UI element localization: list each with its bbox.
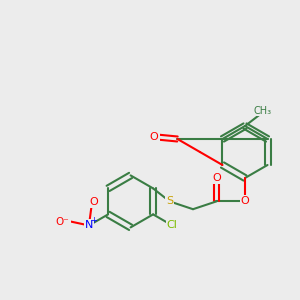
- Text: O⁻: O⁻: [56, 217, 70, 226]
- Text: +: +: [91, 216, 98, 225]
- Text: O: O: [150, 132, 158, 142]
- Text: O: O: [212, 173, 221, 183]
- Text: CH₃: CH₃: [254, 106, 272, 116]
- Text: Cl: Cl: [167, 220, 178, 230]
- Text: N: N: [85, 220, 93, 230]
- Text: S: S: [166, 196, 173, 206]
- Text: O: O: [89, 197, 98, 207]
- Text: O: O: [241, 196, 249, 206]
